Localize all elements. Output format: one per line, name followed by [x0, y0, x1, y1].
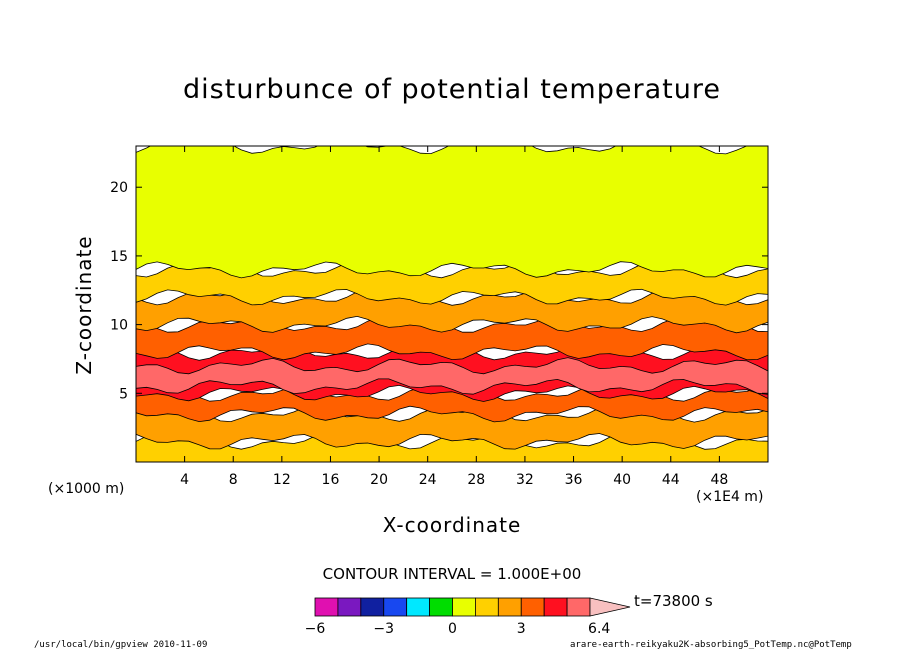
- footer-right-text: arare-earth-reikyaku2K-absorbing5_PotTem…: [570, 640, 852, 650]
- footer-left-text: /usr/local/bin/gpview 2010-11-09: [34, 640, 208, 650]
- x-tick-label: 20: [370, 472, 388, 488]
- contour-band: [136, 288, 768, 334]
- chart-title: disturbunce of potential temperature: [183, 74, 721, 105]
- colorbar-segment: [314, 597, 339, 617]
- colorbar: −6 −3 0 3 6.4: [305, 597, 631, 637]
- x-tick-label: 36: [565, 472, 583, 488]
- colorbar-tick-label: −3: [373, 621, 394, 637]
- x-tick-label: 12: [273, 472, 291, 488]
- x-tick-label: 8: [229, 472, 238, 488]
- colorbar-segment: [406, 597, 430, 617]
- time-label: t=73800 s: [634, 592, 713, 610]
- contour-field: [136, 146, 768, 462]
- y-tick-label: 5: [119, 386, 128, 402]
- x-tick-label: 44: [662, 472, 680, 488]
- y-tick-label: 15: [110, 249, 128, 265]
- contour-interval-label: CONTOUR INTERVAL = 1.000E+00: [322, 565, 582, 583]
- x-tick-label: 32: [516, 472, 534, 488]
- plot-frame: [135, 145, 769, 463]
- colorbar-arrow: [589, 597, 631, 617]
- y-tick-label: 10: [110, 318, 128, 334]
- x-unit-right-label: (×1E4 m): [696, 489, 764, 505]
- colorbar-segment: [566, 597, 591, 617]
- colorbar-tick-label: 6.4: [588, 621, 610, 637]
- colorbar-segment: [337, 597, 362, 617]
- colorbar-segment: [520, 597, 545, 617]
- y-tick-label: 20: [110, 180, 128, 196]
- colorbar-tick-label: −6: [305, 621, 326, 637]
- x-tick-label: 28: [467, 472, 485, 488]
- x-tick-label: 16: [322, 472, 340, 488]
- x-unit-left-label: (×1000 m): [48, 481, 125, 497]
- x-tick-label: 4: [180, 472, 189, 488]
- x-tick-label: 40: [613, 472, 631, 488]
- colorbar-segment: [360, 597, 385, 617]
- colorbar-segment: [497, 597, 522, 617]
- colorbar-segment: [383, 597, 408, 617]
- colorbar-tick-label: 0: [448, 621, 457, 637]
- x-tick-label: 24: [419, 472, 437, 488]
- x-tick-label: 48: [710, 472, 728, 488]
- colorbar-segment: [452, 597, 476, 617]
- contour-band: [136, 357, 768, 395]
- contour-band: [136, 146, 768, 279]
- x-axis-title: X-coordinate: [382, 513, 522, 537]
- colorbar-segment: [429, 597, 453, 617]
- colorbar-segment: [475, 597, 499, 617]
- colorbar-tick-label: 3: [517, 621, 526, 637]
- colorbar-segment: [543, 597, 568, 617]
